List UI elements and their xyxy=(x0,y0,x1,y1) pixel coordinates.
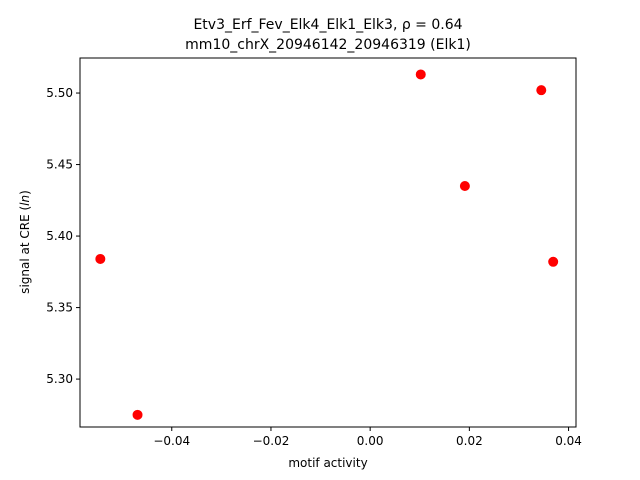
plot-area: −0.04 −0.02 0.00 0.02 0.04 5.30 5.35 5.40 5.45 5.… xyxy=(46,57,582,448)
data-point xyxy=(95,253,106,264)
data-point xyxy=(548,256,559,267)
y-tick-label: 5.30 xyxy=(46,372,73,386)
y-tick-label: 5.50 xyxy=(46,86,73,100)
y-axis-label-part: ) xyxy=(18,190,32,195)
x-tick-label: 0.04 xyxy=(555,434,582,448)
plot-frame xyxy=(79,57,577,428)
x-tick-label: −0.02 xyxy=(253,434,290,448)
title-motif-names: Etv3_Erf_Fev_Elk4_Elk1_Elk3, ρ = 0.64 xyxy=(193,17,462,33)
data-point xyxy=(415,69,426,80)
chart-title-line1: Etv3_Erf_Fev_Elk4_Elk1_Elk3, ρ = 0.64 xyxy=(193,17,462,33)
x-axis-label: motif activity xyxy=(288,456,367,470)
x-tick-label: −0.04 xyxy=(153,434,190,448)
x-tick-label: 0.02 xyxy=(456,434,483,448)
y-tick-label: 5.40 xyxy=(46,229,73,243)
chart-title-line2: mm10_chrX_20946142_20946319 (Elk1) xyxy=(185,37,471,53)
data-point xyxy=(536,85,547,96)
y-axis-label: signal at CRE (ln) xyxy=(18,190,32,294)
y-tick-label: 5.35 xyxy=(46,301,73,315)
data-point xyxy=(459,181,470,192)
data-point xyxy=(132,409,143,420)
y-tick-label: 5.45 xyxy=(46,158,73,172)
y-axis-label-part: ln xyxy=(18,195,32,206)
y-axis-label-part: signal at CRE ( xyxy=(18,206,32,294)
x-tick-label: 0.00 xyxy=(357,434,384,448)
